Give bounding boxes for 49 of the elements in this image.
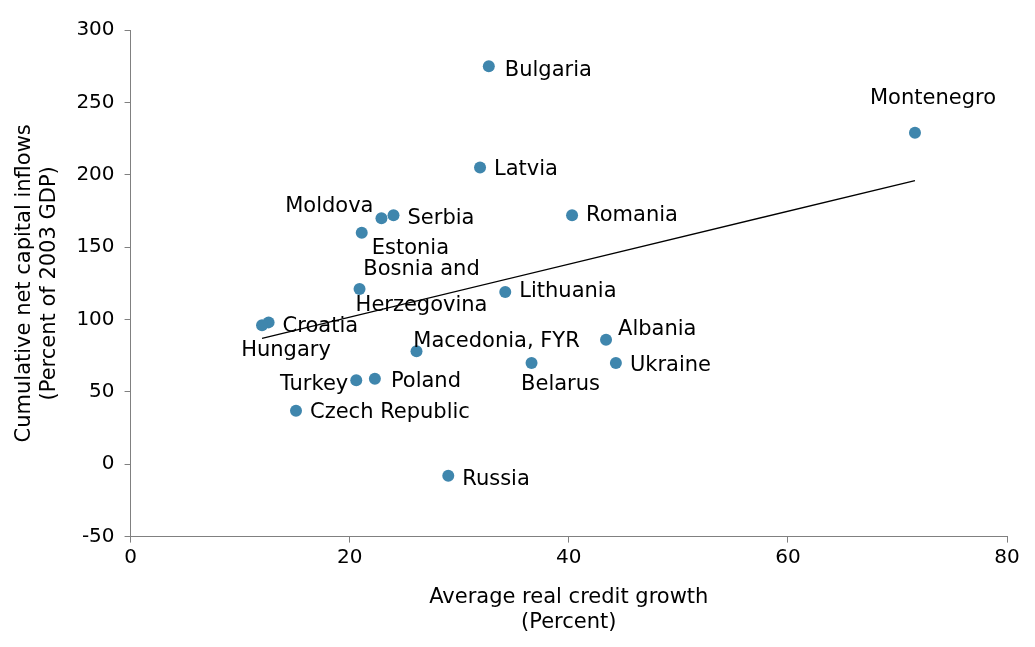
x-tick-label: 60	[775, 543, 801, 568]
annotation: Estonia	[371, 235, 450, 260]
x-tick-label: 40	[556, 543, 582, 568]
point	[566, 209, 579, 222]
annotation: Moldova	[285, 192, 374, 217]
x-tick-label: 80	[994, 543, 1020, 568]
annotation: Serbia	[407, 204, 475, 229]
annotation: Albania	[618, 316, 697, 341]
point	[350, 374, 363, 387]
y-axis-title: Cumulative net capital inflows (Percent of 2003 GDP)	[11, 124, 61, 443]
point	[908, 126, 921, 139]
y-tick-label: 200	[76, 160, 115, 185]
point	[290, 404, 302, 417]
y-tick-label: 300	[76, 16, 115, 41]
point	[353, 283, 366, 296]
point	[387, 209, 400, 222]
point	[609, 356, 622, 369]
annotation: Bulgaria	[504, 56, 592, 81]
y-tick-label: 100	[76, 305, 115, 330]
point	[368, 372, 381, 385]
annotation: Macedonia, FYR	[413, 327, 580, 352]
point	[355, 226, 368, 239]
point	[375, 212, 388, 225]
point	[600, 333, 613, 346]
point	[499, 285, 512, 298]
annotation: Czech Republic	[310, 399, 470, 424]
point	[482, 60, 495, 73]
annotation: Romania	[586, 201, 678, 226]
x-tick-label: 0	[124, 543, 137, 568]
point	[474, 161, 487, 174]
point	[256, 319, 269, 332]
annotation: Turkey	[278, 370, 349, 395]
y-tick-label: 50	[89, 378, 115, 403]
annotation: Lithuania	[519, 278, 617, 303]
annotation: Montenegro	[869, 85, 996, 110]
annotation: Latvia	[494, 155, 558, 180]
y-tick-label: 0	[101, 450, 115, 475]
y-tick-label: 250	[76, 88, 115, 113]
x-tick-label: 20	[336, 543, 363, 568]
annotation: Hungary	[241, 336, 331, 361]
y-tick-label: 150	[76, 233, 115, 258]
y-tick-label: -50	[81, 522, 115, 547]
point	[442, 469, 455, 482]
annotation: Ukraine	[629, 352, 711, 377]
x-axis-title: Average real credit growth (Percent)	[429, 583, 709, 633]
point	[525, 356, 538, 369]
annotation: Belarus	[521, 371, 600, 396]
annotation: Russia	[462, 466, 530, 491]
annotation: Poland	[390, 368, 461, 393]
